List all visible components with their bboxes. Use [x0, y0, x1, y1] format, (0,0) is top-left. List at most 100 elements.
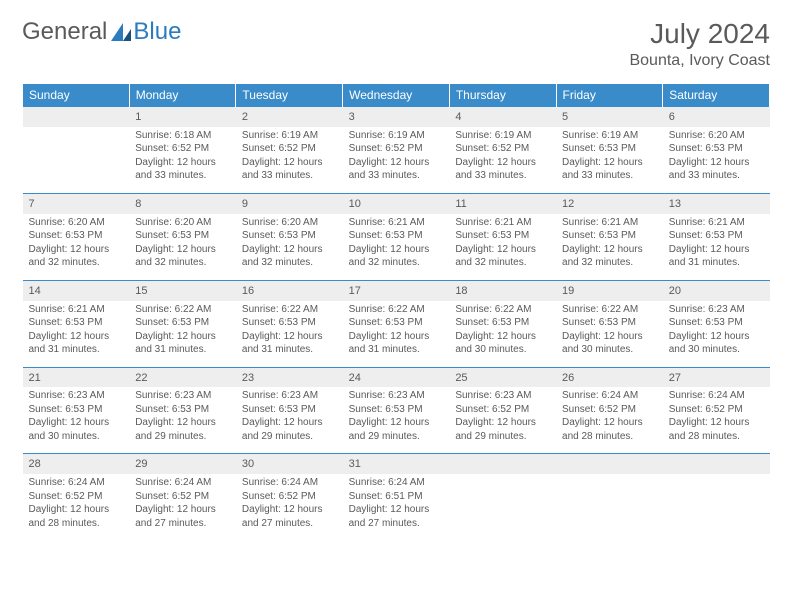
sunrise-text: Sunrise: 6:19 AM	[562, 129, 657, 143]
daylight-text: Daylight: 12 hours and 32 minutes.	[242, 243, 337, 270]
day-cell: Sunrise: 6:21 AMSunset: 6:53 PMDaylight:…	[663, 214, 770, 281]
day-number: 16	[236, 280, 343, 300]
weekday-header: Wednesday	[343, 84, 450, 107]
sunrise-text: Sunrise: 6:24 AM	[135, 476, 230, 490]
daylight-text: Daylight: 12 hours and 29 minutes.	[349, 416, 444, 443]
day-number: 1	[129, 107, 236, 127]
sunrise-text: Sunrise: 6:24 AM	[349, 476, 444, 490]
daylight-text: Daylight: 12 hours and 31 minutes.	[242, 330, 337, 357]
sunrise-text: Sunrise: 6:21 AM	[455, 216, 550, 230]
sunset-text: Sunset: 6:53 PM	[669, 229, 764, 243]
day-number: 19	[556, 280, 663, 300]
sunset-text: Sunset: 6:52 PM	[349, 142, 444, 156]
sunset-text: Sunset: 6:53 PM	[455, 316, 550, 330]
day-cell: Sunrise: 6:20 AMSunset: 6:53 PMDaylight:…	[129, 214, 236, 281]
weekday-header: Sunday	[23, 84, 130, 107]
sunrise-text: Sunrise: 6:21 AM	[29, 303, 124, 317]
detail-row: Sunrise: 6:24 AMSunset: 6:52 PMDaylight:…	[23, 474, 770, 540]
daylight-text: Daylight: 12 hours and 31 minutes.	[669, 243, 764, 270]
sunset-text: Sunset: 6:53 PM	[135, 316, 230, 330]
day-cell	[23, 127, 130, 194]
day-number: 14	[23, 280, 130, 300]
sunset-text: Sunset: 6:53 PM	[29, 403, 124, 417]
day-cell: Sunrise: 6:23 AMSunset: 6:53 PMDaylight:…	[343, 387, 450, 454]
sunset-text: Sunset: 6:53 PM	[669, 142, 764, 156]
day-cell: Sunrise: 6:24 AMSunset: 6:52 PMDaylight:…	[556, 387, 663, 454]
day-cell: Sunrise: 6:21 AMSunset: 6:53 PMDaylight:…	[449, 214, 556, 281]
sunset-text: Sunset: 6:52 PM	[562, 403, 657, 417]
sunrise-text: Sunrise: 6:24 AM	[562, 389, 657, 403]
day-number: 4	[449, 107, 556, 127]
day-cell: Sunrise: 6:20 AMSunset: 6:53 PMDaylight:…	[663, 127, 770, 194]
day-cell: Sunrise: 6:24 AMSunset: 6:52 PMDaylight:…	[236, 474, 343, 540]
daylight-text: Daylight: 12 hours and 29 minutes.	[242, 416, 337, 443]
day-number: 26	[556, 367, 663, 387]
sunrise-text: Sunrise: 6:23 AM	[135, 389, 230, 403]
month-title: July 2024	[629, 18, 770, 50]
day-number: 13	[663, 193, 770, 213]
day-cell: Sunrise: 6:23 AMSunset: 6:53 PMDaylight:…	[129, 387, 236, 454]
day-cell: Sunrise: 6:23 AMSunset: 6:52 PMDaylight:…	[449, 387, 556, 454]
sunset-text: Sunset: 6:53 PM	[562, 316, 657, 330]
sunrise-text: Sunrise: 6:23 AM	[29, 389, 124, 403]
daynum-row: 123456	[23, 107, 770, 127]
day-number: 31	[343, 454, 450, 474]
header: General Blue July 2024 Bounta, Ivory Coa…	[22, 18, 770, 70]
day-number: 17	[343, 280, 450, 300]
day-number: 12	[556, 193, 663, 213]
daylight-text: Daylight: 12 hours and 31 minutes.	[135, 330, 230, 357]
sunset-text: Sunset: 6:53 PM	[242, 229, 337, 243]
daynum-row: 14151617181920	[23, 280, 770, 300]
detail-row: Sunrise: 6:18 AMSunset: 6:52 PMDaylight:…	[23, 127, 770, 194]
sunrise-text: Sunrise: 6:22 AM	[455, 303, 550, 317]
detail-row: Sunrise: 6:23 AMSunset: 6:53 PMDaylight:…	[23, 387, 770, 454]
daylight-text: Daylight: 12 hours and 30 minutes.	[669, 330, 764, 357]
sunrise-text: Sunrise: 6:23 AM	[349, 389, 444, 403]
day-cell: Sunrise: 6:24 AMSunset: 6:52 PMDaylight:…	[663, 387, 770, 454]
daylight-text: Daylight: 12 hours and 29 minutes.	[455, 416, 550, 443]
daynum-row: 28293031	[23, 454, 770, 474]
sunrise-text: Sunrise: 6:22 AM	[242, 303, 337, 317]
daylight-text: Daylight: 12 hours and 33 minutes.	[349, 156, 444, 183]
day-cell: Sunrise: 6:19 AMSunset: 6:52 PMDaylight:…	[236, 127, 343, 194]
sunset-text: Sunset: 6:52 PM	[455, 142, 550, 156]
day-cell: Sunrise: 6:23 AMSunset: 6:53 PMDaylight:…	[663, 301, 770, 368]
daylight-text: Daylight: 12 hours and 28 minutes.	[562, 416, 657, 443]
day-number: 6	[663, 107, 770, 127]
day-cell: Sunrise: 6:23 AMSunset: 6:53 PMDaylight:…	[236, 387, 343, 454]
day-number	[23, 107, 130, 127]
day-cell: Sunrise: 6:21 AMSunset: 6:53 PMDaylight:…	[343, 214, 450, 281]
sunset-text: Sunset: 6:52 PM	[135, 142, 230, 156]
logo: General Blue	[22, 18, 181, 46]
daylight-text: Daylight: 12 hours and 32 minutes.	[349, 243, 444, 270]
logo-word2: Blue	[133, 18, 181, 46]
day-number: 10	[343, 193, 450, 213]
sunset-text: Sunset: 6:53 PM	[669, 316, 764, 330]
sunrise-text: Sunrise: 6:21 AM	[349, 216, 444, 230]
day-cell: Sunrise: 6:19 AMSunset: 6:52 PMDaylight:…	[449, 127, 556, 194]
day-number: 11	[449, 193, 556, 213]
sunset-text: Sunset: 6:52 PM	[242, 490, 337, 504]
weekday-header: Saturday	[663, 84, 770, 107]
sunset-text: Sunset: 6:52 PM	[29, 490, 124, 504]
sunset-text: Sunset: 6:53 PM	[135, 403, 230, 417]
daylight-text: Daylight: 12 hours and 33 minutes.	[135, 156, 230, 183]
sunset-text: Sunset: 6:53 PM	[455, 229, 550, 243]
day-cell: Sunrise: 6:22 AMSunset: 6:53 PMDaylight:…	[236, 301, 343, 368]
location: Bounta, Ivory Coast	[629, 52, 770, 70]
daylight-text: Daylight: 12 hours and 33 minutes.	[669, 156, 764, 183]
day-number: 2	[236, 107, 343, 127]
day-cell: Sunrise: 6:20 AMSunset: 6:53 PMDaylight:…	[236, 214, 343, 281]
daylight-text: Daylight: 12 hours and 28 minutes.	[29, 503, 124, 530]
sunset-text: Sunset: 6:52 PM	[669, 403, 764, 417]
day-cell: Sunrise: 6:23 AMSunset: 6:53 PMDaylight:…	[23, 387, 130, 454]
sunrise-text: Sunrise: 6:20 AM	[29, 216, 124, 230]
day-number: 30	[236, 454, 343, 474]
daylight-text: Daylight: 12 hours and 32 minutes.	[562, 243, 657, 270]
sunset-text: Sunset: 6:53 PM	[29, 316, 124, 330]
weekday-header: Tuesday	[236, 84, 343, 107]
sunrise-text: Sunrise: 6:20 AM	[135, 216, 230, 230]
day-number: 8	[129, 193, 236, 213]
day-cell	[663, 474, 770, 540]
day-number: 20	[663, 280, 770, 300]
